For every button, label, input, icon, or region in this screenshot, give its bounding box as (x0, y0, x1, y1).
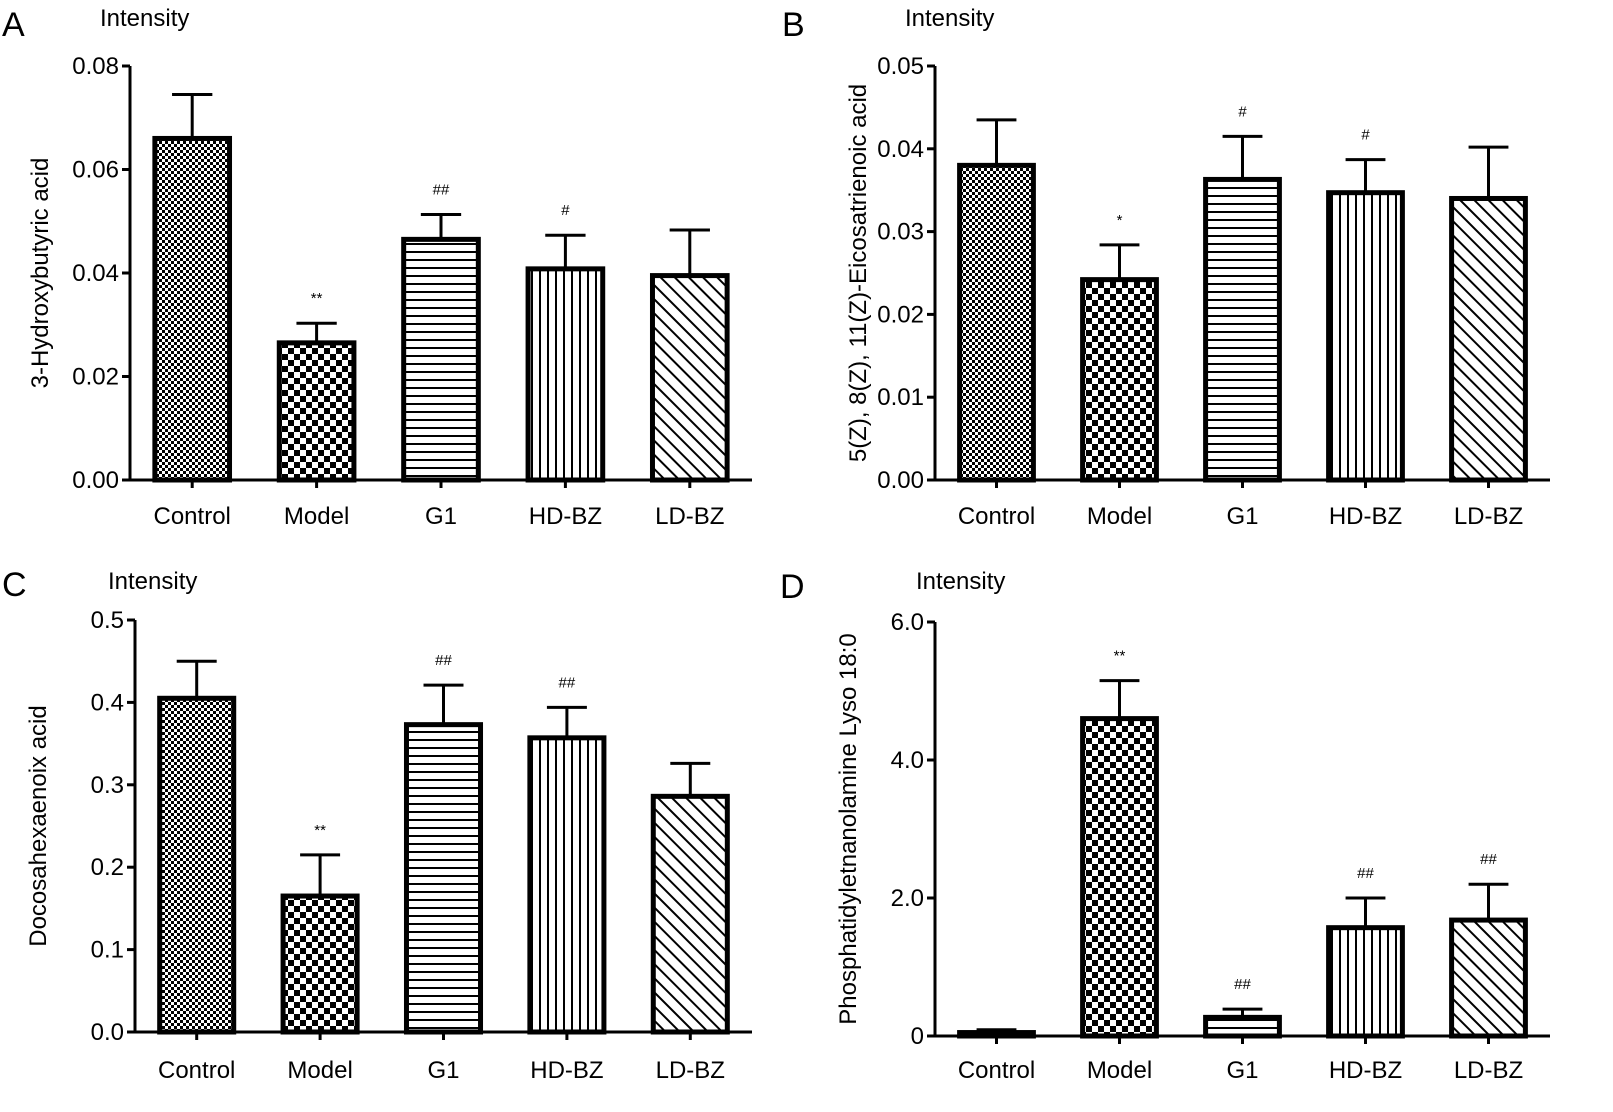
x-tick-label: Control (958, 503, 1035, 530)
x-tick-label: HD-BZ (1329, 1057, 1402, 1084)
y-tick-label: 0.0 (91, 1019, 124, 1046)
significance-marker: # (1361, 127, 1370, 144)
y-tick-label: 0.04 (72, 260, 119, 287)
x-tick-label: G1 (427, 1057, 459, 1084)
chart-header: Intensity (905, 5, 994, 32)
panel-letter: D (780, 568, 805, 606)
y-tick-label: 0.5 (91, 607, 124, 634)
chart-header: Intensity (916, 568, 1005, 595)
bar-g1 (403, 722, 484, 1035)
x-tick-label: LD-BZ (1454, 1057, 1523, 1084)
chart-header: Intensity (100, 5, 189, 32)
panel-letter: B (782, 6, 805, 44)
y-tick-label: 4.0 (891, 747, 924, 774)
y-tick-label: 0 (911, 1023, 924, 1050)
chart-panel-d: D Intensity Phosphatidyletnanolamine Lyso … (780, 568, 1550, 1084)
significance-marker: ## (1234, 976, 1251, 993)
chart-panel-a: A Intensity 3-Hydroxybutyric acid 0.00 0.02 0… (2, 5, 752, 530)
bar-hd-bz (527, 735, 607, 1035)
y-tick-label: 0.03 (877, 219, 924, 246)
y-tick-label: 0.2 (91, 854, 124, 881)
significance-marker: ## (433, 182, 450, 199)
bar-model (1080, 716, 1159, 1039)
y-tick-label: 0.05 (877, 53, 924, 80)
x-tick-label: Control (958, 1057, 1035, 1084)
x-tick-label: Control (158, 1057, 235, 1084)
significance-marker: # (1238, 103, 1247, 120)
significance-marker: ** (1114, 648, 1126, 665)
bar-ld-bz (649, 273, 730, 483)
x-tick-label: HD-BZ (530, 1057, 603, 1084)
y-tick-label: 0.3 (91, 772, 124, 799)
significance-marker: ## (435, 652, 452, 669)
x-tick-label: Model (1087, 503, 1152, 530)
bar-ld-bz (1449, 195, 1528, 483)
bar-control (157, 695, 237, 1035)
y-tick-label: 0.06 (72, 157, 119, 184)
y-tick-label: 0.4 (91, 689, 124, 716)
x-tick-label: LD-BZ (656, 1057, 725, 1084)
y-tick-label: 0.1 (91, 937, 124, 964)
significance-marker: ** (311, 290, 323, 307)
bar-model (280, 893, 360, 1035)
bar-model (276, 340, 357, 483)
x-tick-label: Model (284, 503, 349, 530)
bar-ld-bz (650, 793, 730, 1035)
significance-marker: ** (314, 822, 326, 839)
panel-letter: A (2, 6, 25, 44)
x-tick-label: G1 (1226, 1057, 1258, 1084)
bar-hd-bz (1326, 190, 1405, 483)
x-tick-label: Control (154, 503, 231, 530)
chart-panel-c: C Intensity Docosahexaenoix acid 0.0 0.1 0.2 0… (2, 566, 752, 1084)
y-tick-label: 0.08 (72, 53, 119, 80)
x-tick-label: HD-BZ (529, 503, 602, 530)
y-axis-label: 5(Z), 8(Z), 11(Z)-Eicosatrienoic acid (845, 84, 872, 462)
significance-marker: # (561, 202, 570, 219)
y-axis-label: 3-Hydroxybutyric acid (27, 158, 54, 389)
significance-marker: ## (1357, 865, 1374, 882)
x-tick-label: LD-BZ (655, 503, 724, 530)
chart-header: Intensity (108, 568, 197, 595)
x-tick-label: G1 (1226, 503, 1258, 530)
bar-hd-bz (1326, 925, 1405, 1039)
y-tick-label: 0.00 (72, 467, 119, 494)
bar-control (957, 1030, 1036, 1039)
x-tick-label: G1 (425, 503, 457, 530)
x-tick-label: HD-BZ (1329, 503, 1402, 530)
y-axis-label: Docosahexaenoix acid (25, 705, 52, 947)
y-tick-label: 0.00 (877, 467, 924, 494)
y-tick-label: 0.02 (877, 301, 924, 328)
y-tick-label: 0.01 (877, 384, 924, 411)
chart-panel-b: B Intensity 5(Z), 8(Z), 11(Z)-Eicosatrieno… (782, 5, 1550, 530)
x-tick-label: LD-BZ (1454, 503, 1523, 530)
y-tick-label: 0.04 (877, 136, 924, 163)
bar-control (152, 135, 233, 483)
y-tick-label: 6.0 (891, 609, 924, 636)
bar-g1 (1203, 1014, 1282, 1039)
significance-marker: ## (1480, 851, 1497, 868)
significance-marker: * (1117, 212, 1123, 229)
bar-control (957, 162, 1036, 483)
bar-hd-bz (525, 266, 606, 483)
y-tick-label: 2.0 (891, 885, 924, 912)
x-tick-label: Model (1087, 1057, 1152, 1084)
bar-model (1080, 277, 1159, 483)
bar-g1 (1203, 176, 1282, 483)
panel-letter: C (2, 566, 27, 604)
y-axis-label: Phosphatidyletnanolamine Lyso 18:0 (835, 633, 862, 1024)
y-tick-label: 0.02 (72, 364, 119, 391)
significance-marker: ## (559, 674, 576, 691)
bar-ld-bz (1449, 917, 1528, 1039)
x-tick-label: Model (287, 1057, 352, 1084)
bar-g1 (401, 236, 481, 483)
